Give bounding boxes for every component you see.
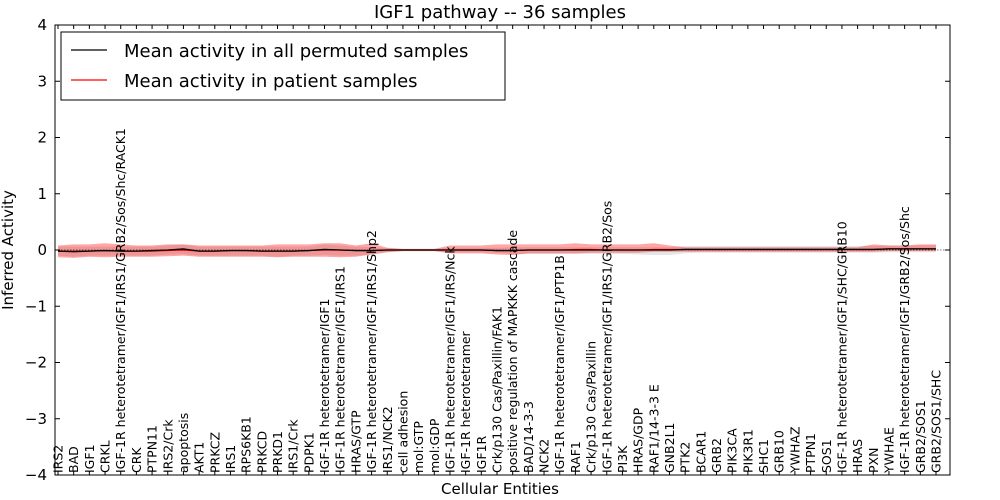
x-tick-label: IRS2/Crk xyxy=(160,419,175,473)
x-tick-label: RAF1 xyxy=(568,441,583,473)
x-tick-label: IGF-1R heterotetramer/IGF1/IRS1 xyxy=(333,266,348,473)
x-axis: IRS2 BAD IGF1 CRKL IGF-1R heterotetramer/IGF… xyxy=(51,25,944,475)
x-tick-label: IRS1 xyxy=(223,445,238,473)
x-tick-label: PDPK1 xyxy=(301,432,316,473)
x-tick-label: CRK xyxy=(129,447,144,473)
x-tick-label: IGF1R xyxy=(474,435,489,473)
x-tick-label: positive regulation of MAPKKK cascade xyxy=(505,230,520,473)
x-tick-label: IGF1 xyxy=(82,444,97,473)
x-tick-label: SHC1 xyxy=(756,439,771,473)
y-tick-label: 2 xyxy=(37,129,47,147)
x-tick-label: IGF-1R heterotetramer/IGF1/IRS1/GRB2/Sos… xyxy=(113,128,128,473)
legend-label-permuted: Mean activity in all permuted samples xyxy=(124,41,468,62)
x-tick-label: PI3K xyxy=(615,445,630,473)
x-tick-label: PRKCD xyxy=(254,431,269,473)
x-tick-label: IGF-1R heterotetramer/IGF1/IRS1/Shp2 xyxy=(364,230,379,473)
x-tick-label: BAD xyxy=(66,446,81,473)
x-tick-label: IRS1/NCK2 xyxy=(380,406,395,473)
x-tick-label: IRS1/Crk xyxy=(286,419,301,473)
y-axis-title: Inferred Activity xyxy=(0,190,17,310)
x-tick-label: IGF-1R heterotetramer/IGF1/SHC/GRB10 xyxy=(834,221,849,473)
y-tick-label: 3 xyxy=(37,72,47,90)
x-tick-label: GRB2/SOS1/SHC xyxy=(929,370,944,473)
x-tick-label: PTPN11 xyxy=(145,425,160,473)
x-tick-label: mol:GTP xyxy=(411,421,426,473)
x-tick-label: HRAS/GTP xyxy=(348,410,363,473)
x-tick-label: PTK2 xyxy=(678,442,693,473)
y-tick-label: 1 xyxy=(37,185,47,203)
y-tick-label: −2 xyxy=(25,354,47,372)
x-tick-label: CRKL xyxy=(98,440,113,473)
x-tick-label: mol:GDP xyxy=(427,418,442,473)
x-tick-label: PXN xyxy=(866,448,881,473)
series-line-permuted xyxy=(57,248,936,253)
x-tick-label: IGF-1R heterotetramer/IGF1/PTP1B xyxy=(552,255,567,473)
x-tick-label: GRB2/SOS1 xyxy=(913,400,928,473)
x-tick-label: IGF-1R heterotetramer/IGF1/GRB2/Sos/Shc xyxy=(897,206,912,473)
x-tick-label: GRB2 xyxy=(709,438,724,473)
x-tick-label: SOS1 xyxy=(819,439,834,473)
x-tick-label: PIK3R1 xyxy=(740,429,755,473)
series-lines xyxy=(57,248,936,253)
y-tick-label: 0 xyxy=(37,241,47,259)
x-tick-label: IGF-1R heterotetramer xyxy=(458,330,473,473)
y-tick-label: 4 xyxy=(37,16,47,34)
x-tick-label: BAD/14-3-3 xyxy=(521,401,536,473)
x-tick-label: cell adhesion xyxy=(395,391,410,473)
x-axis-title: Cellular Entities xyxy=(441,480,559,498)
x-tick-label: IGF-1R heterotetramer/IGF1 xyxy=(317,299,332,473)
x-tick-label: Crk/p130 Cas/Paxillin/FAK1 xyxy=(490,306,505,473)
x-tick-label: IGF-1R heterotetramer/IGF1/IRS1/GRB2/Sos xyxy=(599,201,614,473)
x-tick-label: HRAS xyxy=(850,439,865,473)
x-tick-label: YWHAE xyxy=(881,427,896,474)
x-tick-label: PTPN1 xyxy=(803,433,818,473)
x-tick-label: RAF1/14-3-3 E xyxy=(646,384,661,473)
x-tick-label: PIK3CA xyxy=(725,428,740,473)
legend-box xyxy=(60,31,506,101)
x-tick-label: IRS2 xyxy=(51,445,66,473)
x-tick-label: PRKCZ xyxy=(207,432,222,473)
x-tick-label: BCAR1 xyxy=(693,431,708,473)
legend: Mean activity in all permuted samples Me… xyxy=(60,31,506,101)
chart-title: IGF1 pathway -- 36 samples xyxy=(374,2,626,23)
legend-label-patient: Mean activity in patient samples xyxy=(124,71,418,92)
x-tick-label: PRKD1 xyxy=(270,431,285,473)
x-tick-label: Crk/p130 Cas/Paxillin xyxy=(584,341,599,473)
x-tick-label: RPS6KB1 xyxy=(239,416,254,473)
y-tick-label: −3 xyxy=(25,410,47,428)
x-tick-label: GNB2L1 xyxy=(662,423,677,473)
x-tick-label: HRAS/GDP xyxy=(631,407,646,473)
x-tick-label: IGF-1R heterotetramer/IGF1/IRS/Nck xyxy=(442,246,457,473)
x-tick-label: NCK2 xyxy=(537,439,552,473)
y-tick-label: −4 xyxy=(25,466,47,484)
y-tick-label: −1 xyxy=(25,297,47,315)
x-tick-label: AKT1 xyxy=(192,442,207,473)
x-tick-label: YWHAZ xyxy=(787,426,802,474)
x-tick-label: apoptosis xyxy=(176,413,191,473)
x-tick-label: GRB10 xyxy=(772,430,787,473)
